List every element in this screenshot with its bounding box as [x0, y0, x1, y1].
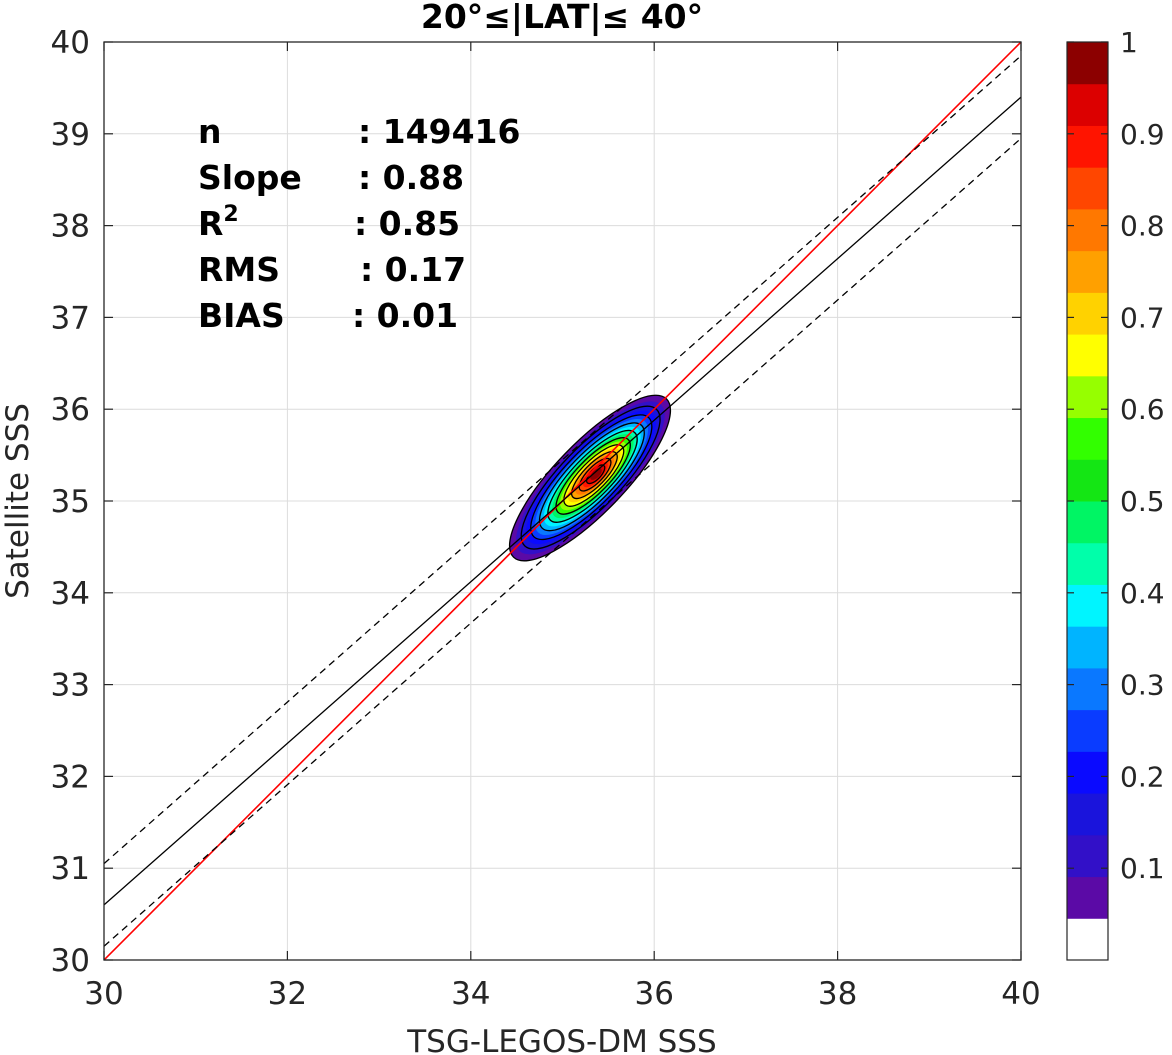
colorbar-segment — [1067, 667, 1108, 711]
y-tick-label: 40 — [51, 25, 90, 61]
colorbar-tick-label: 0.6 — [1120, 393, 1165, 426]
colorbar-segment — [1067, 626, 1108, 669]
stat-label: R2 — [198, 202, 239, 243]
colorbar-segment — [1067, 250, 1108, 293]
x-tick-label: 36 — [634, 976, 673, 1012]
stat-label: n — [198, 112, 222, 151]
colorbar-tick-label: 0.2 — [1120, 760, 1165, 793]
colorbar-tick-label: 0.8 — [1120, 210, 1165, 243]
stat-value: : 0.88 — [358, 158, 464, 197]
colorbar-segment — [1067, 793, 1108, 836]
colorbar-segment — [1067, 459, 1108, 502]
x-axis-ticks: 30 32 34 36 38 40 — [84, 42, 1041, 1012]
x-tick-label: 32 — [268, 976, 307, 1012]
stat-label: RMS — [198, 250, 280, 289]
colorbar-segment — [1067, 918, 1108, 961]
stat-label: BIAS — [198, 296, 285, 335]
colorbar-tick-label: 0.4 — [1120, 577, 1165, 610]
stat-label: Slope — [198, 158, 302, 197]
x-axis-label: TSG-LEGOS-DM SSS — [406, 1024, 716, 1055]
colorbar-segment — [1067, 292, 1108, 335]
chart-title: 20°≤|LAT|≤ 40° — [421, 0, 703, 36]
colorbar-segment — [1067, 751, 1108, 794]
colorbar-segment — [1067, 125, 1108, 168]
stat-value: : 0.01 — [352, 296, 458, 335]
stat-value: : 0.17 — [360, 250, 466, 289]
density-contour-band — [590, 468, 602, 480]
x-tick-label: 34 — [451, 976, 490, 1012]
stat-value: : 149416 — [358, 112, 520, 151]
colorbar-tick-label: 0.5 — [1120, 485, 1165, 518]
x-tick-label: 30 — [84, 976, 123, 1012]
colorbar-tick-label: 0.3 — [1120, 669, 1165, 702]
y-tick-label: 38 — [51, 209, 90, 245]
colorbar-tick-label: 0.9 — [1120, 118, 1165, 151]
colorbar-segment — [1067, 584, 1108, 627]
fit-line — [104, 96, 1021, 906]
y-tick-label: 37 — [51, 300, 90, 336]
y-axis-ticks: 30 31 32 33 34 35 36 37 38 39 40 — [51, 25, 1021, 979]
y-tick-label: 33 — [51, 668, 90, 704]
colorbar-segment — [1067, 709, 1108, 752]
colorbar-segment — [1067, 334, 1108, 377]
y-tick-label: 35 — [51, 484, 90, 520]
y-tick-label: 36 — [51, 392, 90, 428]
grid-lines — [103, 41, 1022, 961]
colorbar-segment — [1067, 417, 1108, 460]
colorbar-segment — [1067, 208, 1108, 252]
density-contours — [508, 394, 672, 562]
colorbar-segment — [1067, 542, 1108, 585]
colorbar-segment — [1067, 876, 1108, 919]
colorbar-tick-label: 1 — [1120, 26, 1138, 59]
colorbar-segment — [1067, 167, 1108, 210]
colorbar: 0.1 0.2 0.3 0.4 0.5 0.6 0.7 0.8 0.9 1 — [1066, 26, 1165, 961]
colorbar-tick-label: 0.1 — [1120, 852, 1165, 885]
x-tick-label: 40 — [1001, 976, 1040, 1012]
colorbar-segment — [1067, 83, 1108, 126]
statistics-box: n : 149416 Slope : 0.88 R2 : 0.85 RMS : 0.17 BIA… — [198, 112, 520, 335]
y-tick-label: 34 — [51, 576, 90, 612]
colorbar-segment — [1067, 501, 1108, 544]
colorbar-segment — [1067, 42, 1108, 85]
y-axis-label: Satellite SSS — [0, 403, 36, 599]
y-tick-label: 31 — [51, 851, 90, 887]
stat-value: : 0.85 — [354, 204, 460, 243]
y-tick-label: 32 — [51, 759, 90, 795]
y-tick-label: 30 — [51, 943, 90, 979]
reference-lines — [104, 42, 1021, 960]
y-tick-label: 39 — [51, 117, 90, 153]
x-tick-label: 38 — [818, 976, 857, 1012]
colorbar-segment — [1067, 834, 1108, 878]
colorbar-tick-label: 0.7 — [1120, 301, 1165, 334]
colorbar-segment — [1067, 375, 1108, 419]
